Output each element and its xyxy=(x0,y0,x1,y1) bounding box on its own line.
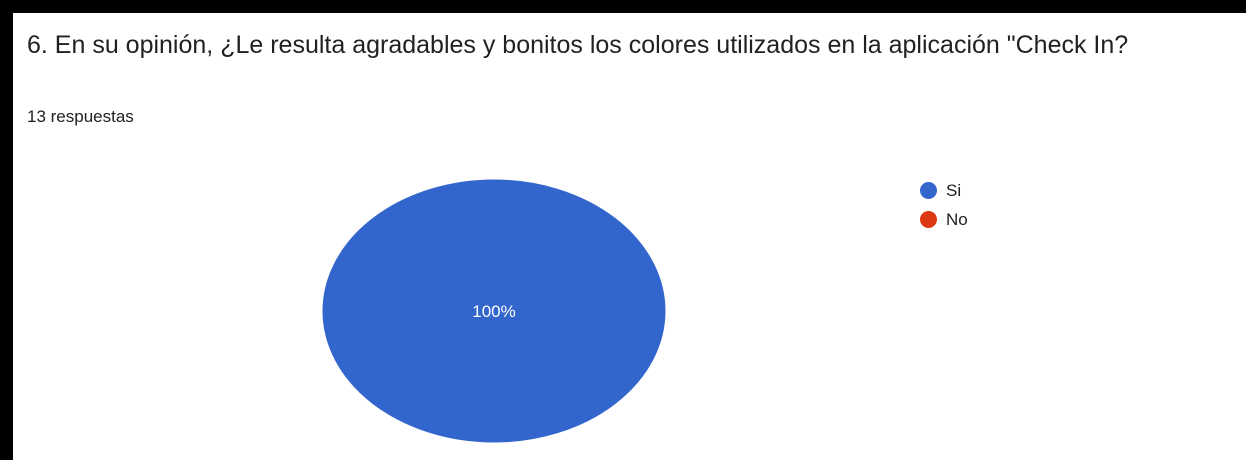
pie-slices xyxy=(321,178,667,444)
response-count: 13 respuestas xyxy=(27,107,134,126)
pie-chart: 100% xyxy=(321,178,667,444)
pie-data-labels: 100% xyxy=(472,302,515,321)
survey-question-card: 6. En su opinión, ¿Le resulta agradables… xyxy=(13,13,1246,460)
legend-label-no: No xyxy=(946,209,968,229)
pie-slice-si[interactable] xyxy=(321,178,667,444)
pie-label-si: 100% xyxy=(472,302,515,321)
chart-legend: Si No xyxy=(920,176,968,234)
question-title: 6. En su opinión, ¿Le resulta agradables… xyxy=(27,31,1129,59)
legend-label-si: Si xyxy=(946,180,962,200)
legend-item-no[interactable]: No xyxy=(920,205,968,234)
legend-item-si[interactable]: Si xyxy=(920,176,968,205)
legend-swatch-no xyxy=(920,211,937,228)
legend-swatch-si xyxy=(920,182,937,199)
